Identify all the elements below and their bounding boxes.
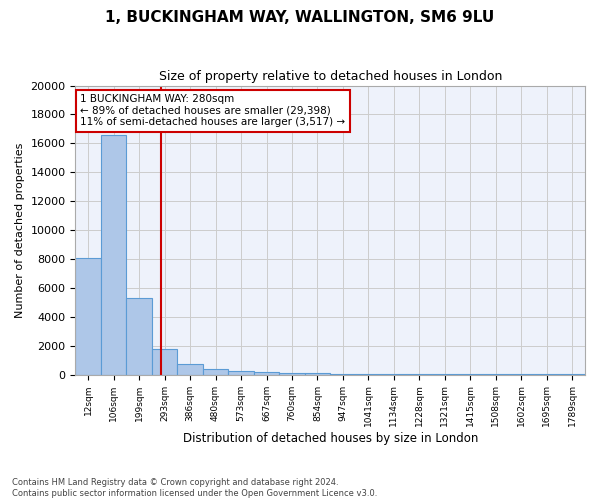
Bar bbox=[127, 298, 152, 374]
X-axis label: Distribution of detached houses by size in London: Distribution of detached houses by size … bbox=[182, 432, 478, 445]
Bar bbox=[228, 371, 254, 374]
Bar bbox=[152, 348, 178, 374]
Title: Size of property relative to detached houses in London: Size of property relative to detached ho… bbox=[158, 70, 502, 83]
Text: 1 BUCKINGHAM WAY: 280sqm
← 89% of detached houses are smaller (29,398)
11% of se: 1 BUCKINGHAM WAY: 280sqm ← 89% of detach… bbox=[80, 94, 346, 128]
Text: Contains HM Land Registry data © Crown copyright and database right 2024.
Contai: Contains HM Land Registry data © Crown c… bbox=[12, 478, 377, 498]
Bar bbox=[254, 372, 279, 374]
Bar bbox=[203, 369, 228, 374]
Y-axis label: Number of detached properties: Number of detached properties bbox=[15, 142, 25, 318]
Bar bbox=[178, 364, 203, 374]
Bar bbox=[101, 134, 127, 374]
Bar bbox=[279, 373, 305, 374]
Bar bbox=[76, 258, 101, 374]
Text: 1, BUCKINGHAM WAY, WALLINGTON, SM6 9LU: 1, BUCKINGHAM WAY, WALLINGTON, SM6 9LU bbox=[106, 10, 494, 25]
